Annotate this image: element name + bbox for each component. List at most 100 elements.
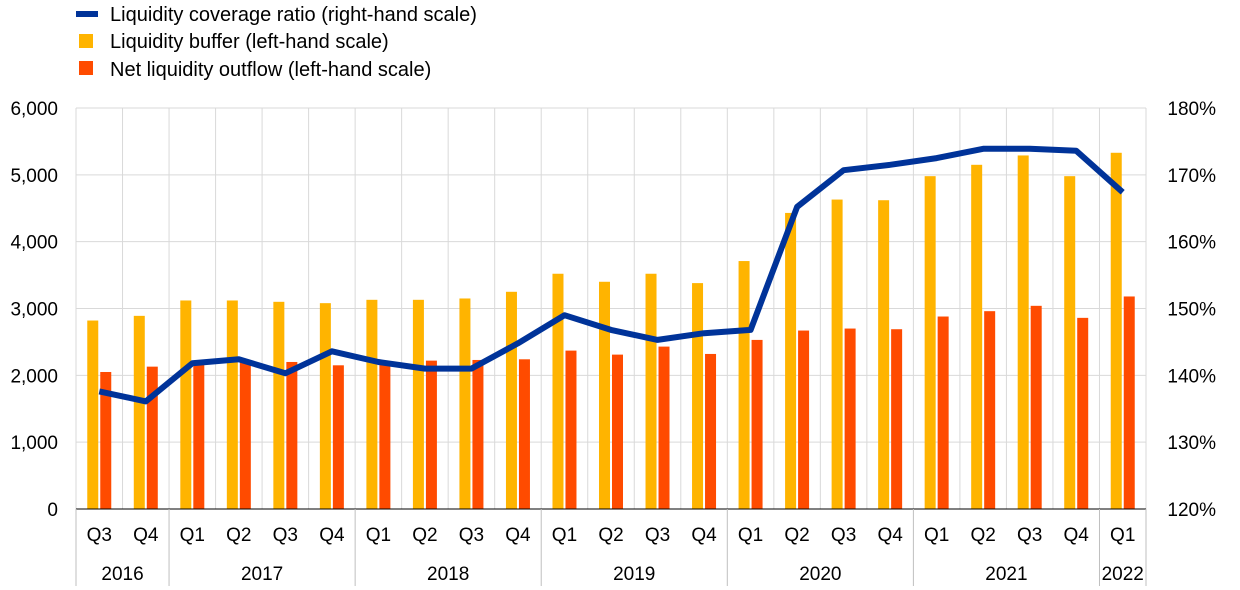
x-tick-label-quarter: Q4: [505, 525, 531, 546]
x-tick-label-quarter: Q1: [180, 525, 205, 546]
x-tick-label-quarter: Q4: [1064, 525, 1090, 546]
y-right-tick-label: 130%: [1167, 433, 1216, 454]
y-left-tick-label: 5,000: [10, 166, 58, 187]
legend-label-liquidity-coverage-ratio: Liquidity coverage ratio (right-hand sca…: [110, 4, 477, 26]
x-tick-label-quarter: Q3: [459, 525, 484, 546]
x-tick-label-quarter: Q2: [598, 525, 623, 546]
bar-liquidity-buffer: [459, 298, 471, 509]
bar-net-liquidity-outflow: [332, 365, 344, 509]
bar-net-liquidity-outflow: [1123, 296, 1135, 509]
x-tick-label-quarter: Q3: [831, 525, 856, 546]
bar-net-liquidity-outflow: [798, 330, 810, 509]
x-tick-label-quarter: Q1: [1110, 525, 1135, 546]
x-tick-label-year: 2020: [799, 564, 841, 585]
x-tick-label-quarter: Q1: [552, 525, 577, 546]
x-tick-label-quarter: Q3: [1017, 525, 1042, 546]
bar-liquidity-buffer: [878, 200, 890, 510]
x-tick-label-quarter: Q1: [738, 525, 763, 546]
bar-liquidity-buffer: [133, 315, 145, 509]
bar-liquidity-buffer: [505, 291, 517, 509]
x-tick-label-quarter: Q2: [226, 525, 251, 546]
bar-liquidity-buffer: [87, 320, 99, 509]
y-right-tick-label: 170%: [1167, 166, 1216, 187]
bar-net-liquidity-outflow: [1077, 317, 1089, 509]
x-tick-label-quarter: Q4: [319, 525, 345, 546]
axes: 0 120% 1,000 130% 2,000 140% 3,000 150% 4,000 160…: [10, 99, 1216, 586]
bar-net-liquidity-outflow: [937, 316, 949, 509]
x-tick-label-quarter: Q1: [366, 525, 391, 546]
x-tick-label-quarter: Q2: [784, 525, 809, 546]
bar-net-liquidity-outflow: [518, 359, 530, 509]
bar-net-liquidity-outflow: [379, 364, 391, 509]
bar-net-liquidity-outflow: [658, 346, 670, 509]
y-right-tick-label: 160%: [1167, 233, 1216, 254]
bar-liquidity-buffer: [1110, 152, 1122, 510]
y-left-tick-label: 2,000: [10, 366, 58, 387]
x-tick-label-quarter: Q2: [970, 525, 995, 546]
x-tick-label-quarter: Q4: [133, 525, 159, 546]
bar-net-liquidity-outflow: [751, 339, 763, 509]
y-left-tick-label: 6,000: [10, 99, 58, 120]
legend-label-net-liquidity-outflow: Net liquidity outflow (left-hand scale): [110, 59, 431, 81]
y-right-tick-label: 180%: [1167, 99, 1216, 120]
bar-liquidity-buffer: [180, 300, 192, 509]
legend: Liquidity coverage ratio (right-hand sca…: [76, 4, 477, 81]
y-left-tick-label: 1,000: [10, 433, 58, 454]
bar-net-liquidity-outflow: [100, 371, 112, 509]
bar-liquidity-buffer: [692, 283, 704, 509]
bar-net-liquidity-outflow: [844, 328, 856, 509]
series-line-liquidity-coverage-ratio: [98, 145, 1125, 405]
y-right-tick-label: 150%: [1167, 300, 1216, 321]
bar-liquidity-buffer: [319, 303, 331, 509]
bar-liquidity-buffer: [1064, 176, 1076, 510]
bar-net-liquidity-outflow: [146, 366, 158, 509]
bars: [87, 152, 1135, 510]
y-left-tick-label: 3,000: [10, 300, 58, 321]
bar-net-liquidity-outflow: [286, 361, 298, 509]
bar-liquidity-buffer: [645, 273, 657, 509]
x-tick-label-quarter: Q4: [877, 525, 903, 546]
bar-liquidity-buffer: [924, 176, 936, 510]
bar-net-liquidity-outflow: [984, 311, 996, 509]
bar-liquidity-buffer: [599, 281, 610, 509]
x-tick-label-quarter: Q4: [691, 525, 717, 546]
bar-net-liquidity-outflow: [239, 361, 251, 509]
y-right-tick-label: 140%: [1167, 366, 1216, 387]
bar-liquidity-buffer: [738, 261, 750, 509]
bar-net-liquidity-outflow: [891, 329, 903, 509]
x-tick-label-quarter: Q3: [273, 525, 298, 546]
bar-liquidity-buffer: [412, 299, 424, 509]
gridlines: [76, 107, 1146, 509]
bar-liquidity-buffer: [366, 299, 378, 509]
bar-net-liquidity-outflow: [705, 353, 717, 509]
x-tick-label-year: 2022: [1102, 564, 1144, 585]
bar-net-liquidity-outflow: [425, 360, 437, 509]
x-tick-label-year: 2017: [241, 564, 283, 585]
bar-liquidity-buffer: [1017, 155, 1029, 509]
bar-liquidity-buffer: [785, 212, 797, 509]
bar-liquidity-buffer: [552, 273, 564, 509]
bar-net-liquidity-outflow: [1030, 305, 1042, 509]
y-right-tick-label: 120%: [1167, 500, 1216, 521]
bar-liquidity-buffer: [831, 199, 843, 510]
legend-marker-liquidity-buffer: [79, 34, 93, 48]
x-tick-label-year: 2021: [985, 564, 1027, 585]
lcr-line: [98, 145, 1125, 405]
bar-liquidity-buffer: [971, 164, 983, 509]
legend-label-liquidity-buffer: Liquidity buffer (left-hand scale): [110, 31, 389, 53]
x-tick-label-year: 2018: [427, 564, 469, 585]
x-tick-label-year: 2016: [101, 564, 143, 585]
x-tick-label-quarter: Q1: [924, 525, 949, 546]
y-left-tick-label: 0: [47, 500, 58, 521]
x-tick-label-quarter: Q2: [412, 525, 437, 546]
bar-net-liquidity-outflow: [612, 354, 623, 509]
y-left-tick-label: 4,000: [10, 233, 58, 254]
x-tick-label-quarter: Q3: [87, 525, 112, 546]
bar-net-liquidity-outflow: [472, 359, 484, 509]
x-tick-label-year: 2019: [613, 564, 655, 585]
bar-net-liquidity-outflow: [193, 364, 205, 509]
legend-marker-net-liquidity-outflow: [79, 61, 93, 75]
bar-liquidity-buffer: [273, 301, 285, 509]
bar-liquidity-buffer: [226, 300, 238, 509]
